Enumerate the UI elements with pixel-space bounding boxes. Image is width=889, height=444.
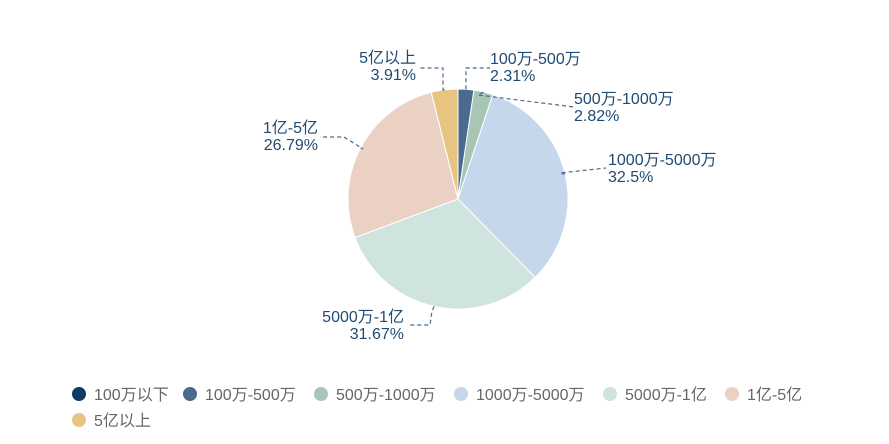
pie-slices bbox=[347, 88, 569, 310]
legend-marker bbox=[454, 387, 468, 401]
slice-label-percent: 2.82% bbox=[574, 108, 619, 125]
slice-label-name: 5亿以上 bbox=[359, 49, 416, 67]
legend-item[interactable]: 5000万-1亿 bbox=[603, 386, 707, 404]
slice-label-name: 1亿-5亿 bbox=[263, 119, 318, 137]
leader-line bbox=[465, 67, 490, 90]
legend-marker bbox=[314, 387, 328, 401]
slice-label-percent: 2.31% bbox=[490, 68, 535, 85]
leader-line bbox=[320, 136, 364, 150]
legend-label: 5亿以上 bbox=[94, 412, 151, 430]
slice-label-name: 500万-1000万 bbox=[574, 91, 674, 108]
legend-label: 500万-1000万 bbox=[336, 387, 436, 404]
legend-marker bbox=[72, 413, 86, 427]
leader-line bbox=[420, 67, 445, 91]
legend-label: 5000万-1亿 bbox=[625, 386, 707, 404]
legend-marker bbox=[603, 387, 617, 401]
slice-label-percent: 31.67% bbox=[350, 326, 404, 343]
leader-line bbox=[559, 167, 607, 175]
legend-item[interactable]: 100万-500万 bbox=[183, 387, 296, 404]
legend-item[interactable]: 5亿以上 bbox=[72, 412, 151, 430]
leader-line bbox=[408, 306, 435, 326]
slice-label-percent: 32.5% bbox=[608, 169, 653, 186]
legend-item[interactable]: 1亿-5亿 bbox=[725, 386, 802, 404]
legend-item[interactable]: 500万-1000万 bbox=[314, 387, 436, 404]
legend-label: 100万-500万 bbox=[205, 387, 296, 404]
legend-marker bbox=[72, 387, 86, 401]
legend-item[interactable]: 1000万-5000万 bbox=[454, 387, 585, 404]
slice-label-name: 5000万-1亿 bbox=[322, 308, 404, 326]
slice-label-name: 1000万-5000万 bbox=[608, 152, 717, 169]
legend-marker bbox=[725, 387, 739, 401]
leader-line bbox=[476, 91, 575, 108]
legend-item[interactable]: 100万以下 bbox=[72, 387, 169, 404]
legend-label: 100万以下 bbox=[94, 387, 169, 404]
legend: 100万以下 100万-500万 500万-1000万 1000万-5000万 5000… bbox=[72, 386, 802, 430]
slice-4[interactable] bbox=[354, 198, 536, 310]
slice-label-name: 100万-500万 bbox=[490, 51, 581, 68]
slice-label-percent: 26.79% bbox=[264, 137, 318, 154]
legend-label: 1000万-5000万 bbox=[476, 387, 585, 404]
legend-label: 1亿-5亿 bbox=[747, 386, 802, 404]
legend-marker bbox=[183, 387, 197, 401]
slice-label-percent: 3.91% bbox=[371, 67, 416, 84]
